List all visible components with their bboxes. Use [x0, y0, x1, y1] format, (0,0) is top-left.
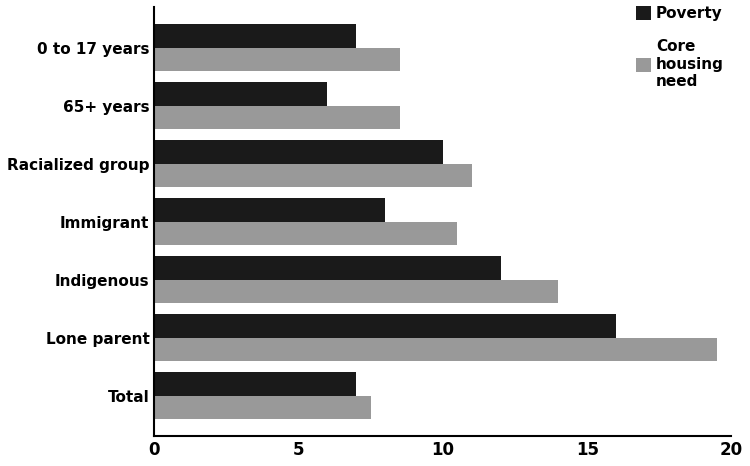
- Bar: [154, 396, 370, 419]
- Bar: [154, 164, 472, 187]
- Bar: [154, 280, 558, 303]
- Bar: [154, 48, 400, 71]
- Bar: [154, 337, 717, 361]
- Legend: Poverty, Core
housing
need: Poverty, Core housing need: [636, 6, 724, 89]
- Bar: [154, 106, 400, 129]
- Bar: [154, 140, 443, 164]
- Bar: [154, 372, 356, 396]
- Bar: [154, 315, 616, 337]
- Bar: [154, 256, 500, 280]
- Bar: [154, 82, 328, 106]
- Bar: [154, 221, 458, 245]
- Bar: [154, 24, 356, 48]
- Bar: [154, 199, 386, 221]
